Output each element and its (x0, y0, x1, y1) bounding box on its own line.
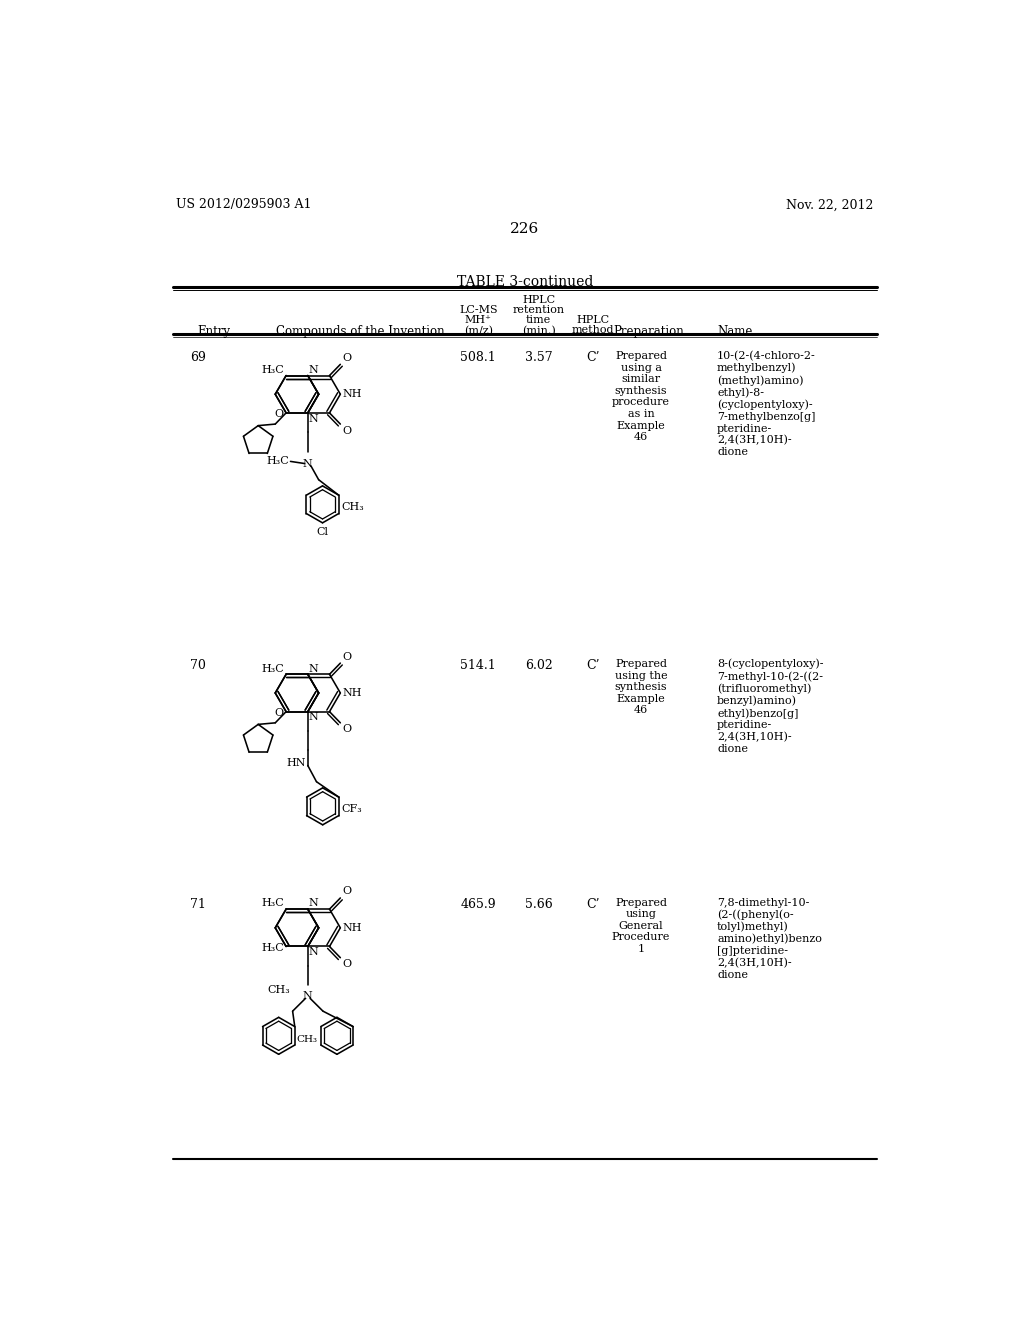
Text: HN: HN (286, 758, 305, 768)
Text: H₃C: H₃C (262, 364, 285, 375)
Text: Prepared
using
General
Procedure
1: Prepared using General Procedure 1 (612, 898, 671, 954)
Text: 8-(cyclopentyloxy)-
7-methyl-10-(2-((2-
(trifluoromethyl)
benzyl)amino)
ethyl)be: 8-(cyclopentyloxy)- 7-methyl-10-(2-((2- … (717, 659, 823, 754)
Text: N: N (308, 413, 318, 424)
Text: 70: 70 (190, 659, 206, 672)
Text: (m/z): (m/z) (464, 326, 493, 335)
Text: CH₃: CH₃ (267, 985, 291, 995)
Text: Cl: Cl (316, 527, 329, 537)
Text: O: O (342, 887, 351, 896)
Text: (min.): (min.) (522, 326, 556, 335)
Text: time: time (526, 315, 551, 326)
Text: 3.57: 3.57 (525, 351, 553, 364)
Text: CH₃: CH₃ (341, 502, 364, 512)
Text: MH⁺: MH⁺ (465, 315, 492, 326)
Text: CF₃: CF₃ (341, 804, 361, 814)
Text: O: O (274, 409, 284, 420)
Text: retention: retention (513, 305, 565, 315)
Text: HPLC: HPLC (577, 315, 609, 326)
Text: TABLE 3-continued: TABLE 3-continued (457, 276, 593, 289)
Text: 5.66: 5.66 (525, 898, 553, 911)
Text: N: N (308, 899, 318, 908)
Text: Preparation: Preparation (613, 326, 684, 338)
Text: NH: NH (343, 923, 362, 933)
Text: 508.1: 508.1 (461, 351, 497, 364)
Text: O: O (274, 709, 284, 718)
Text: 6.02: 6.02 (525, 659, 553, 672)
Text: C’: C’ (587, 898, 600, 911)
Text: 226: 226 (510, 222, 540, 235)
Text: N: N (308, 664, 318, 673)
Text: HPLC: HPLC (522, 296, 555, 305)
Text: H₃C: H₃C (261, 942, 284, 953)
Text: N: N (303, 458, 312, 469)
Text: Compounds of the Invention: Compounds of the Invention (276, 326, 444, 338)
Text: N: N (308, 948, 318, 957)
Text: H₃C: H₃C (262, 664, 285, 673)
Text: N: N (308, 713, 318, 722)
Text: Name: Name (717, 326, 753, 338)
Text: O: O (342, 425, 351, 436)
Text: method: method (571, 326, 614, 335)
Text: Prepared
using a
similar
synthesis
procedure
as in
Example
46: Prepared using a similar synthesis proce… (612, 351, 670, 442)
Text: O: O (342, 352, 351, 363)
Text: 514.1: 514.1 (461, 659, 497, 672)
Text: 10-(2-(4-chloro-2-
methylbenzyl)
(methyl)amino)
ethyl)-8-
(cyclopentyloxy)-
7-me: 10-(2-(4-chloro-2- methylbenzyl) (methyl… (717, 351, 816, 457)
Text: O: O (342, 652, 351, 661)
Text: O: O (342, 960, 351, 969)
Text: N: N (303, 991, 312, 1001)
Text: LC-MS: LC-MS (459, 305, 498, 315)
Text: C’: C’ (587, 659, 600, 672)
Text: C’: C’ (587, 351, 600, 364)
Text: 69: 69 (190, 351, 206, 364)
Text: N: N (308, 364, 318, 375)
Text: US 2012/0295903 A1: US 2012/0295903 A1 (176, 198, 311, 211)
Text: Prepared
using the
synthesis
Example
46: Prepared using the synthesis Example 46 (614, 659, 668, 715)
Text: Nov. 22, 2012: Nov. 22, 2012 (786, 198, 873, 211)
Text: CH₃: CH₃ (296, 1035, 317, 1044)
Text: NH: NH (343, 389, 362, 399)
Text: H₃C: H₃C (266, 455, 289, 466)
Text: O: O (342, 725, 351, 734)
Text: H₃C: H₃C (262, 899, 285, 908)
Text: 7,8-dimethyl-10-
(2-((phenyl(o-
tolyl)methyl)
amino)ethyl)benzo
[g]pteridine-
2,: 7,8-dimethyl-10- (2-((phenyl(o- tolyl)me… (717, 898, 822, 979)
Text: NH: NH (343, 688, 362, 698)
Text: 71: 71 (190, 898, 206, 911)
Text: 465.9: 465.9 (461, 898, 496, 911)
Text: Entry: Entry (198, 326, 230, 338)
